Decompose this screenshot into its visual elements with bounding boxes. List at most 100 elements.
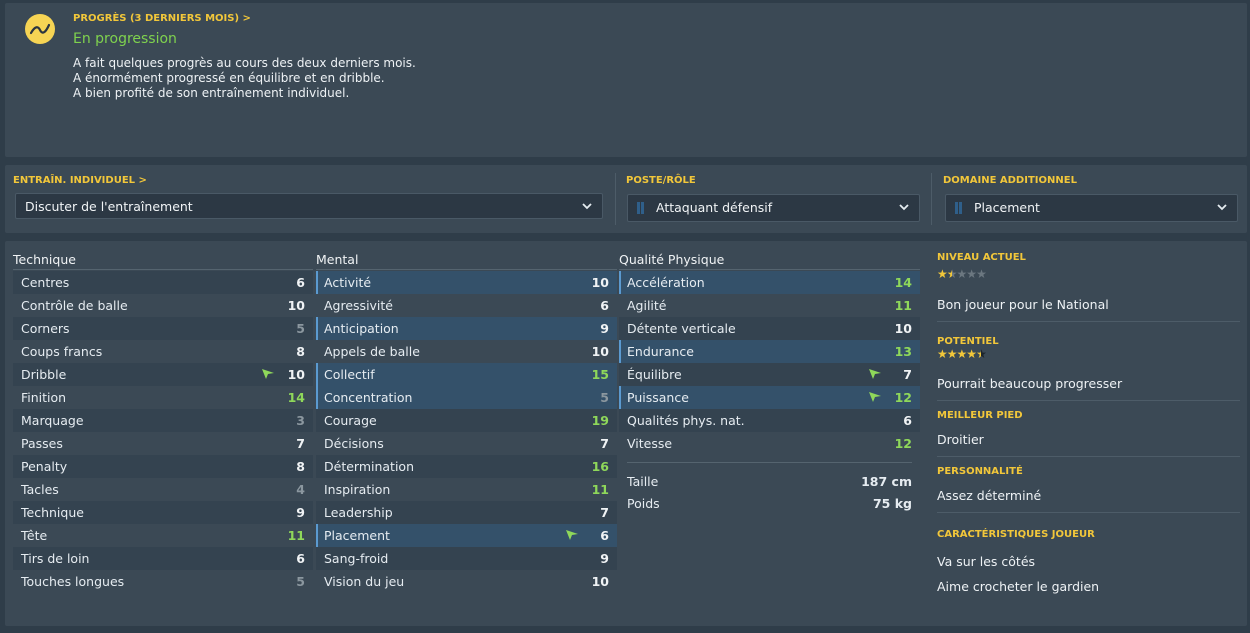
- attribute-row[interactable]: Passes 7: [13, 432, 313, 455]
- attribute-row[interactable]: Dribble 10: [13, 363, 313, 386]
- attribute-row[interactable]: Agilité 11: [619, 294, 920, 317]
- divider: [937, 400, 1240, 401]
- attribute-row[interactable]: Tête 11: [13, 524, 313, 547]
- progress-arrow-icon: [869, 392, 881, 402]
- divider: [316, 269, 617, 270]
- additional-area-label: DOMAINE ADDITIONNEL: [943, 175, 1077, 186]
- star-icon: ★: [966, 267, 977, 281]
- individual-training-dropdown[interactable]: Discuter de l'entraînement: [15, 193, 603, 219]
- attribute-row[interactable]: Vision du jeu 10: [316, 570, 617, 593]
- attribute-value: 10: [591, 344, 609, 359]
- attribute-value: 7: [600, 505, 609, 520]
- attribute-name: Agressivité: [324, 298, 394, 313]
- progress-arrow-icon: [869, 369, 881, 379]
- attribute-row[interactable]: Finition 14: [13, 386, 313, 409]
- attribute-row[interactable]: Touches longues 5: [13, 570, 313, 593]
- star-icon: ★: [976, 347, 987, 361]
- additional-area-section: DOMAINE ADDITIONNEL Placement: [935, 165, 1245, 233]
- attribute-name: Décisions: [324, 436, 384, 451]
- attribute-row[interactable]: Coups francs 8: [13, 340, 313, 363]
- attribute-row[interactable]: Courage 19: [316, 409, 617, 432]
- progress-arrow-icon: [566, 530, 578, 540]
- physical-rows: Accélération 14 Agilité 11 Détente verticale…: [619, 271, 920, 455]
- attribute-row[interactable]: Concentration 5: [316, 386, 617, 409]
- attribute-row[interactable]: Leadership 7: [316, 501, 617, 524]
- attribute-row[interactable]: Détermination 16: [316, 455, 617, 478]
- attribute-value: 10: [287, 367, 305, 382]
- attribute-name: Vitesse: [627, 436, 673, 451]
- attribute-row[interactable]: Tacles 4: [13, 478, 313, 501]
- attribute-name: Dribble: [21, 367, 67, 382]
- star-icon: ★: [946, 347, 958, 361]
- attribute-value: 13: [894, 344, 912, 359]
- mental-header: Mental: [316, 252, 359, 267]
- additional-area-dropdown[interactable]: Placement: [945, 194, 1238, 222]
- attribute-name: Tacles: [21, 482, 59, 497]
- individual-training-label[interactable]: ENTRAÎN. INDIVIDUEL >: [13, 175, 147, 186]
- attribute-value: 4: [296, 482, 305, 497]
- attribute-row[interactable]: Corners 5: [13, 317, 313, 340]
- physical-header: Qualité Physique: [619, 252, 725, 267]
- attribute-name: Tête: [21, 528, 48, 543]
- attribute-row[interactable]: Décisions 7: [316, 432, 617, 455]
- attribute-row[interactable]: Tirs de loin 6: [13, 547, 313, 570]
- star-icon: ★: [966, 347, 977, 361]
- attribute-name: Endurance: [627, 344, 694, 359]
- individual-training-value: Discuter de l'entraînement: [25, 199, 193, 214]
- attribute-row[interactable]: Qualités phys. nat. 6: [619, 409, 920, 432]
- player-trait: Aime crocheter le gardien: [937, 579, 1100, 594]
- current-ability-label: NIVEAU ACTUEL: [937, 252, 1026, 263]
- attribute-row[interactable]: Penalty 8: [13, 455, 313, 478]
- attribute-row[interactable]: Équilibre 7: [619, 363, 920, 386]
- attribute-row[interactable]: Marquage 3: [13, 409, 313, 432]
- star-icon: ★: [956, 267, 968, 281]
- attribute-row[interactable]: Anticipation 9: [316, 317, 617, 340]
- attribute-value: 5: [600, 390, 609, 405]
- potential-text: Pourrait beaucoup progresser: [937, 376, 1123, 391]
- attribute-row[interactable]: Puissance 12: [619, 386, 920, 409]
- role-dropdown[interactable]: Attaquant défensif: [627, 194, 920, 222]
- attribute-row[interactable]: Agressivité 6: [316, 294, 617, 317]
- attribute-value: 6: [600, 298, 609, 313]
- progress-line: A fait quelques progrès au cours des deu…: [73, 56, 416, 70]
- attribute-value: 6: [296, 275, 305, 290]
- attribute-value: 5: [296, 574, 305, 589]
- attribute-value: 12: [894, 390, 912, 405]
- attribute-name: Activité: [324, 275, 372, 290]
- attribute-name: Collectif: [324, 367, 375, 382]
- attribute-row[interactable]: Détente verticale 10: [619, 317, 920, 340]
- chevron-down-icon: [1217, 204, 1227, 211]
- attribute-value: 9: [296, 505, 305, 520]
- attribute-row[interactable]: Accélération 14: [619, 271, 920, 294]
- attribute-value: 10: [894, 321, 912, 336]
- progress-panel: PROGRÈS (3 DERNIERS MOIS) > En progressi…: [5, 3, 1247, 157]
- attribute-name: Anticipation: [324, 321, 399, 336]
- attribute-name: Leadership: [324, 505, 393, 520]
- divider: [937, 456, 1240, 457]
- progress-line: A énormément progressé en équilibre et e…: [73, 71, 385, 85]
- attribute-value: 10: [591, 275, 609, 290]
- attribute-row[interactable]: Placement 6: [316, 524, 617, 547]
- attribute-row[interactable]: Technique 9: [13, 501, 313, 524]
- attribute-row[interactable]: Vitesse 12: [619, 432, 920, 455]
- weight-label: Poids: [627, 496, 660, 511]
- attribute-name: Coups francs: [21, 344, 103, 359]
- attribute-row[interactable]: Sang-froid 9: [316, 547, 617, 570]
- attribute-name: Détermination: [324, 459, 415, 474]
- attribute-row[interactable]: Centres 6: [13, 271, 313, 294]
- attribute-name: Placement: [324, 528, 390, 543]
- attribute-value: 8: [296, 344, 305, 359]
- attribute-row[interactable]: Collectif 15: [316, 363, 617, 386]
- attribute-name: Qualités phys. nat.: [627, 413, 745, 428]
- attribute-row[interactable]: Activité 10: [316, 271, 617, 294]
- progress-title[interactable]: PROGRÈS (3 DERNIERS MOIS) >: [73, 13, 251, 24]
- attribute-row[interactable]: Appels de balle 10: [316, 340, 617, 363]
- attribute-row[interactable]: Contrôle de balle 10: [13, 294, 313, 317]
- attribute-row[interactable]: Inspiration 11: [316, 478, 617, 501]
- attribute-name: Marquage: [21, 413, 84, 428]
- attribute-value: 7: [903, 367, 912, 382]
- physical-measurements: Taille 187 cm Poids 75 kg: [619, 462, 920, 515]
- attribute-row[interactable]: Endurance 13: [619, 340, 920, 363]
- additional-area-value: Placement: [974, 200, 1040, 215]
- progress-description: A fait quelques progrès au cours des deu…: [73, 56, 416, 101]
